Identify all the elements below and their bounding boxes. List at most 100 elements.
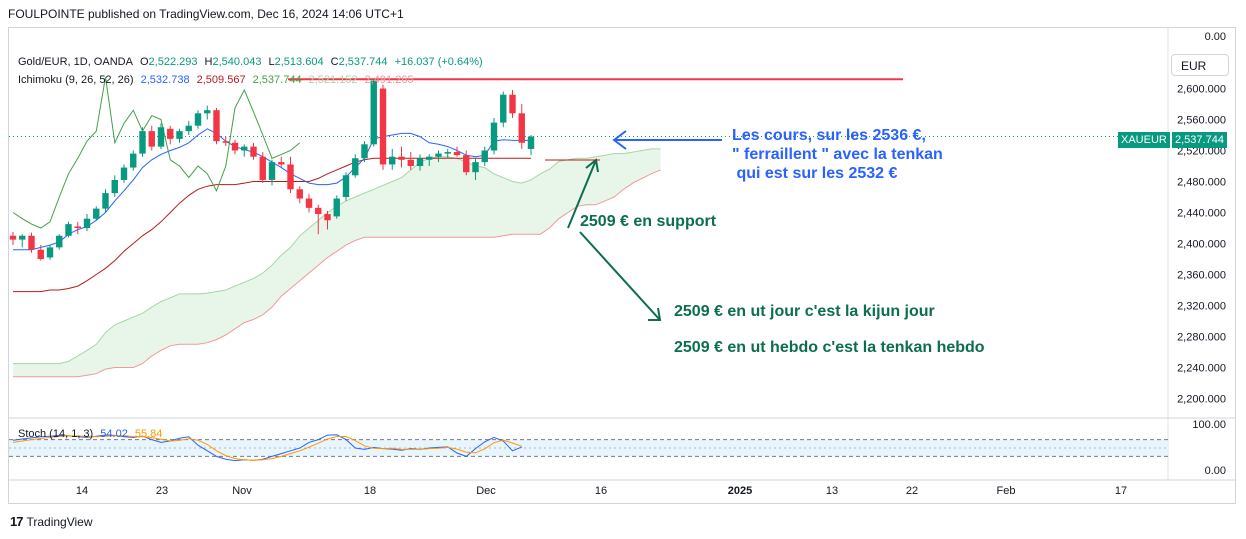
ichimoku-legend: Ichimoku (9, 26, 52, 26) 2,532.738 2,509…	[18, 74, 418, 86]
high-label: H	[204, 56, 213, 68]
time-tick-label: 13	[826, 485, 838, 497]
candle-body	[361, 144, 368, 159]
time-tick-label: 14	[76, 485, 88, 497]
time-tick-label: 16	[595, 485, 607, 497]
candle-body	[463, 155, 470, 173]
candle-body	[444, 152, 451, 154]
time-tick-label: 18	[364, 485, 376, 497]
time-tick-label: 17	[1115, 485, 1127, 497]
candle-body	[139, 131, 146, 154]
price-tick-label: 0.00	[1205, 31, 1226, 43]
candle-body	[435, 153, 442, 157]
stoch-band	[9, 439, 1168, 457]
candle-body	[481, 150, 488, 163]
time-tick-label: 2025	[728, 485, 752, 497]
price-tick-label: 2,280.000	[1177, 332, 1226, 344]
candle-body	[370, 80, 377, 145]
candle-body	[213, 110, 220, 142]
ichimoku-lagging-line	[12, 76, 301, 229]
candle-body	[185, 125, 192, 132]
candle-body	[120, 167, 128, 180]
kijun-arrow-line	[579, 231, 661, 321]
low-value: 2,513.604	[274, 56, 324, 68]
last-price-tag: 2,537.744	[1172, 132, 1227, 148]
support-arrow-line	[567, 159, 597, 229]
tradingview-logo-icon: 17	[10, 514, 24, 529]
stoch-legend: Stoch (14, 1, 3) 54.02 55.84	[18, 428, 166, 440]
candle-body	[500, 94, 507, 123]
candle-body	[407, 159, 414, 166]
candle-body	[389, 156, 396, 165]
ohlc-legend: Gold/EUR, 1D, OANDA O2,522.293 H2,540.04…	[18, 56, 487, 68]
stoch-d-value: 55.84	[134, 428, 163, 440]
candle-body	[222, 141, 229, 143]
stoch-label: Stoch (14, 1, 3)	[18, 428, 94, 440]
price-tick-label: 2,400.000	[1177, 239, 1226, 251]
candle-body	[46, 247, 54, 258]
candle-body	[9, 235, 17, 240]
price-tick-label: 2,560.000	[1177, 115, 1226, 127]
candle-body	[416, 158, 424, 166]
tenkan-annotation: Les cours, sur les 2536 €, " ferraillent…	[732, 127, 943, 182]
ichimoku-span-a-value: 2,521.152	[308, 74, 358, 86]
price-tick-label: 2,240.000	[1177, 363, 1226, 375]
tenkan-arrow-head-icon	[612, 130, 627, 150]
candle-body	[204, 110, 211, 114]
candle-body	[426, 156, 433, 160]
candle-body	[259, 156, 266, 180]
candle-body	[37, 249, 44, 259]
candle-body	[527, 136, 535, 149]
candle-body	[157, 127, 165, 147]
candle-body	[250, 146, 257, 157]
candle-body	[19, 235, 26, 240]
support-annotation: 2509 € en support	[580, 213, 717, 230]
candle-body	[130, 153, 137, 168]
candle-body	[342, 175, 350, 197]
tradingview-footer[interactable]: 17 TradingView	[10, 514, 93, 529]
candle-body	[268, 162, 276, 180]
price-tick-label: 2,440.000	[1177, 208, 1226, 220]
open-value: 2,522.293	[148, 56, 198, 68]
candle-body	[379, 88, 387, 165]
tenkan-week-annotation: 2509 € en ut hebdo c'est la tenkan hebdo	[674, 339, 985, 356]
publish-caption: FOULPOINTE published on TradingView.com,…	[8, 7, 404, 21]
candle-body	[518, 113, 525, 143]
kijun-arrow-head-icon	[648, 307, 662, 321]
ichimoku-lagging-value: 2,537.744	[252, 74, 302, 86]
symbol-price-tag: XAUEUR	[1118, 132, 1170, 148]
chart-frame[interactable]	[8, 27, 1236, 504]
change-value: +16.037 (+0.64%)	[394, 56, 483, 68]
stoch-tick-label: 0.00	[1205, 465, 1226, 477]
ichimoku-label: Ichimoku (9, 26, 52, 26)	[18, 74, 134, 86]
price-tick-label: 2,320.000	[1177, 301, 1226, 313]
ichimoku-span-b-line	[13, 169, 661, 378]
candle-body	[65, 224, 72, 236]
candle-body	[324, 214, 331, 221]
candle-body	[176, 131, 183, 139]
price-tick-label: 2,360.000	[1177, 270, 1226, 282]
footer-brand: TradingView	[26, 514, 93, 529]
candle-body	[315, 207, 322, 215]
ichimoku-cloud	[13, 148, 661, 377]
candle-body	[102, 193, 109, 209]
stoch-k-value: 54.02	[100, 428, 128, 440]
high-value: 2,540.043	[212, 56, 262, 68]
ichimoku-span-b-value: 2,491.265	[364, 74, 414, 86]
price-tick-label: 2,520.000	[1177, 146, 1226, 158]
candle-body	[490, 122, 498, 151]
time-tick-label: 22	[906, 485, 918, 497]
candle-body	[453, 152, 461, 156]
kijun-day-annotation: 2509 € en ut jour c'est la kijun jour	[674, 303, 935, 320]
currency-button[interactable]: EUR	[1171, 54, 1229, 76]
candle-body	[111, 179, 118, 194]
candle-body	[231, 142, 239, 151]
candle-body	[472, 162, 479, 173]
candle-body	[509, 94, 516, 114]
candle-body	[278, 162, 285, 165]
candle-body	[296, 189, 303, 199]
time-tick-label: 23	[156, 485, 168, 497]
candle-body	[305, 198, 313, 208]
candle-body	[83, 218, 91, 228]
stoch-tick-label: 100.00	[1192, 419, 1226, 431]
